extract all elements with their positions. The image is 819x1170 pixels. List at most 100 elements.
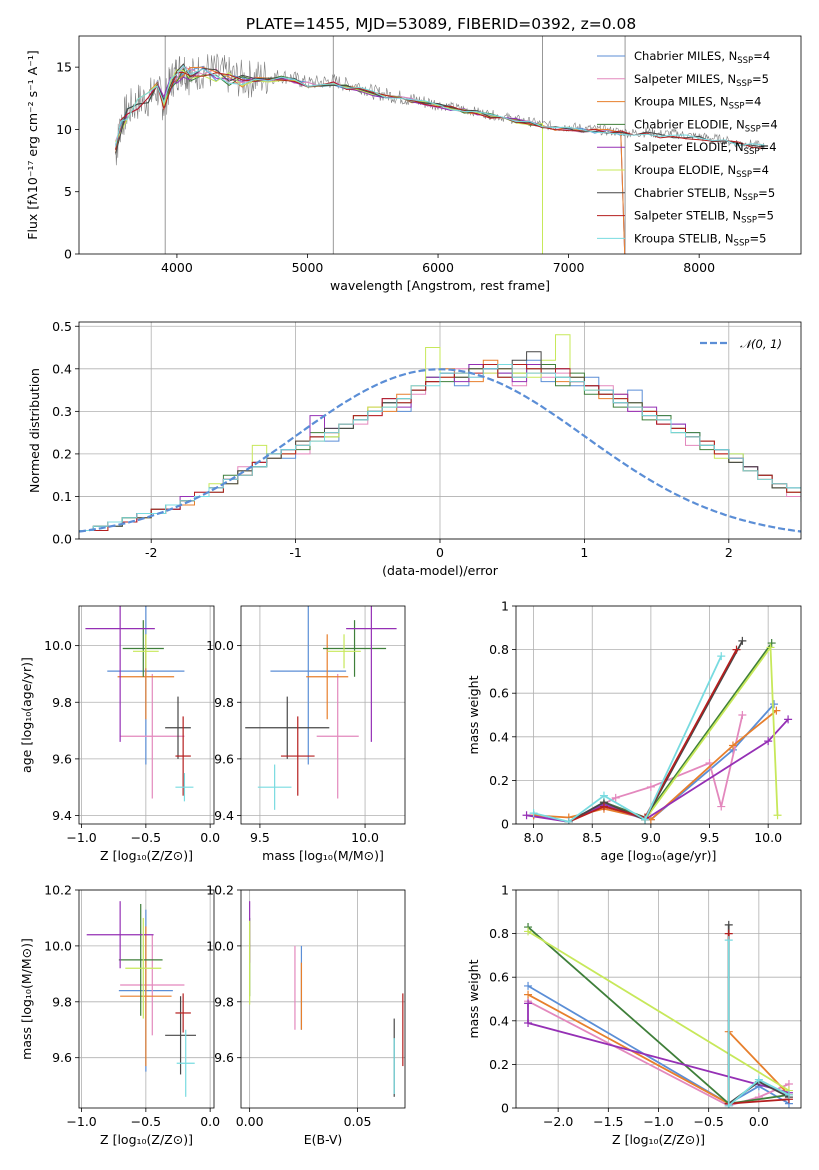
axes-age_vs_mass: 9.5 10.0 9.4 9.6 9.8 10.0 mass [log₁₀(M/M⊙)] — [206, 605, 406, 863]
series-kroupa-elodie — [524, 927, 793, 1095]
y-tick-label: 9.6 — [214, 751, 234, 766]
y-tick-label: 9.8 — [52, 695, 72, 710]
point-marker — [524, 990, 533, 999]
y-tick-label: 0 — [501, 817, 509, 832]
errorbar-point-salpeter-elodie — [86, 901, 154, 969]
legend-series-name: Salpeter STELIB — [634, 209, 725, 223]
point-marker — [522, 811, 531, 820]
grid-age_vs_Z — [79, 606, 214, 824]
point-marker — [770, 700, 779, 709]
y-axis-label: Flux [fλ10⁻¹⁷ erg cm⁻² s⁻¹ A⁻¹] — [25, 50, 40, 239]
y-tick-label: 10.0 — [44, 638, 72, 653]
y-tick-label: 10.2 — [206, 883, 234, 898]
legend-nssp-subscript: SSP — [741, 216, 757, 226]
point-marker — [524, 981, 533, 990]
plot-area-mass_weight_vs_Z — [524, 920, 793, 1108]
histogram-kroupa-stelib — [79, 364, 801, 531]
y-tick-label: 10.2 — [44, 883, 72, 898]
x-tick-label: 8.5 — [582, 830, 602, 845]
x-axis-label: mass [log₁₀(M/M⊙)] — [262, 848, 384, 863]
errorbar-point-salpeter-miles — [120, 934, 185, 1036]
series-line — [727, 940, 790, 1108]
legend-nssp-subscript: SSP — [729, 102, 745, 112]
legend-nssp-prefix: , N — [721, 49, 737, 63]
y-tick-label: 0.4 — [489, 1013, 509, 1028]
x-axis-label: age [log₁₀(age/yr)] — [601, 848, 717, 863]
legend-nssp-prefix: , N — [720, 72, 736, 86]
errorbar-point-salpeter-miles — [120, 673, 185, 799]
x-axis-label: Z [log₁₀(Z/Z⊙)] — [100, 1132, 193, 1147]
normal-curve — [79, 368, 801, 533]
plot-area-mass_vs_Z — [86, 901, 196, 1097]
axes-mass_vs_ebv: 0.00 0.05 9.6 9.8 10.0 10.2 E(B-V) — [206, 883, 406, 1147]
y-tick-label: 10.0 — [206, 638, 234, 653]
legend-nssp-prefix: , N — [729, 117, 745, 131]
y-tick-label: 0.4 — [489, 729, 509, 744]
errorbar-point-kroupa-stelib — [257, 764, 292, 810]
errorbar-point-chabrier-elodie — [323, 620, 387, 677]
legend-entry: Chabrier STELIB, NSSP=5 — [634, 186, 775, 203]
errorbar-point-kroupa-miles — [120, 926, 172, 1067]
point-marker — [784, 1090, 793, 1099]
point-marker — [767, 639, 776, 648]
legend-series-name: Salpeter ELODIE — [634, 140, 728, 154]
legend-entry: Salpeter STELIB, NSSP=5 — [634, 209, 774, 226]
series-kroupa-stelib — [724, 936, 793, 1108]
axes-frame — [240, 889, 406, 1109]
y-tick-label: 15 — [56, 60, 72, 75]
point-marker — [754, 1075, 763, 1084]
legend-entry: Salpeter ELODIE, NSSP=4 — [634, 140, 777, 157]
errorbar-point-kroupa-stelib — [176, 1029, 195, 1097]
x-tick-label: 1 — [580, 545, 588, 560]
y-axis-label: age [log₁₀(age/yr)] — [19, 657, 34, 773]
errorbar-point-salpeter-elodie — [346, 606, 397, 742]
axes-frame — [78, 889, 215, 1109]
y-tick-label: 0.2 — [489, 1057, 509, 1072]
legend-entry: Salpeter MILES, NSSP=5 — [634, 72, 769, 89]
point-marker — [564, 817, 573, 824]
axes-age_vs_Z: −1.0 −0.5 0.0 9.4 9.6 9.8 10.0 Z [log₁₀(Z/Z⊙)] a… — [19, 605, 220, 863]
point-marker — [524, 999, 533, 1008]
legend-entry: Chabrier ELODIE, NSSP=4 — [634, 117, 778, 134]
x-axis-label: wavelength [Angstrom, rest frame] — [330, 278, 550, 293]
y-axis-label: mass weight — [466, 675, 481, 754]
legend-nssp-value: 4 — [770, 117, 777, 131]
axes-frame — [78, 605, 215, 825]
legend-nssp-eq: = — [757, 209, 767, 223]
errorbar-point-chabrier-miles — [270, 606, 347, 765]
x-tick-label: −0.5 — [693, 1114, 723, 1129]
x-tick-label: 0 — [436, 545, 444, 560]
figure-title: PLATE=1455, MJD=53089, FIBERID=0392, z=0… — [246, 15, 636, 33]
legend-nssp-subscript: SSP — [745, 124, 761, 134]
y-tick-label: 0.6 — [489, 970, 509, 985]
legend-nssp-value: 4 — [769, 140, 776, 154]
point-marker — [717, 802, 726, 811]
axes-spectrum: 4000 5000 6000 7000 8000 0 5 10 15 wavelength [An… — [25, 35, 802, 293]
y-tick-label: 9.6 — [214, 1050, 234, 1065]
x-tick-label: −1.0 — [66, 1114, 96, 1129]
legend-nssp-prefix: , N — [725, 209, 741, 223]
point-marker — [738, 636, 747, 645]
legend-nssp-subscript: SSP — [736, 79, 752, 89]
y-tick-label: 9.6 — [52, 1050, 72, 1065]
x-tick-label: −0.5 — [131, 830, 161, 845]
legend-series-name: Kroupa ELODIE — [634, 163, 720, 177]
y-axis-label: mass weight — [466, 959, 481, 1038]
axes-mass_weight_vs_Z: −2.0 −1.5 −1.0 −0.5 0.0 0 0.2 0.4 0.6 0.8 1 Z [log₁… — [466, 883, 802, 1147]
point-marker — [773, 811, 782, 820]
y-tick-label: 10 — [56, 122, 72, 137]
legend-nssp-prefix: , N — [728, 140, 744, 154]
model-line-kroupa-stelib — [115, 64, 765, 147]
legend-nssp-subscript: SSP — [742, 193, 758, 203]
point-marker — [717, 652, 726, 661]
legend-nssp-value: 4 — [762, 163, 769, 177]
legend-series-name: Chabrier MILES — [634, 49, 721, 63]
y-tick-label: 9.4 — [214, 808, 234, 823]
point-marker — [524, 1018, 533, 1027]
y-tick-label: 1 — [501, 599, 509, 614]
x-tick-label: 9.5 — [700, 830, 720, 845]
legend-series-name: Chabrier STELIB — [634, 186, 726, 200]
point-marker — [738, 711, 747, 719]
